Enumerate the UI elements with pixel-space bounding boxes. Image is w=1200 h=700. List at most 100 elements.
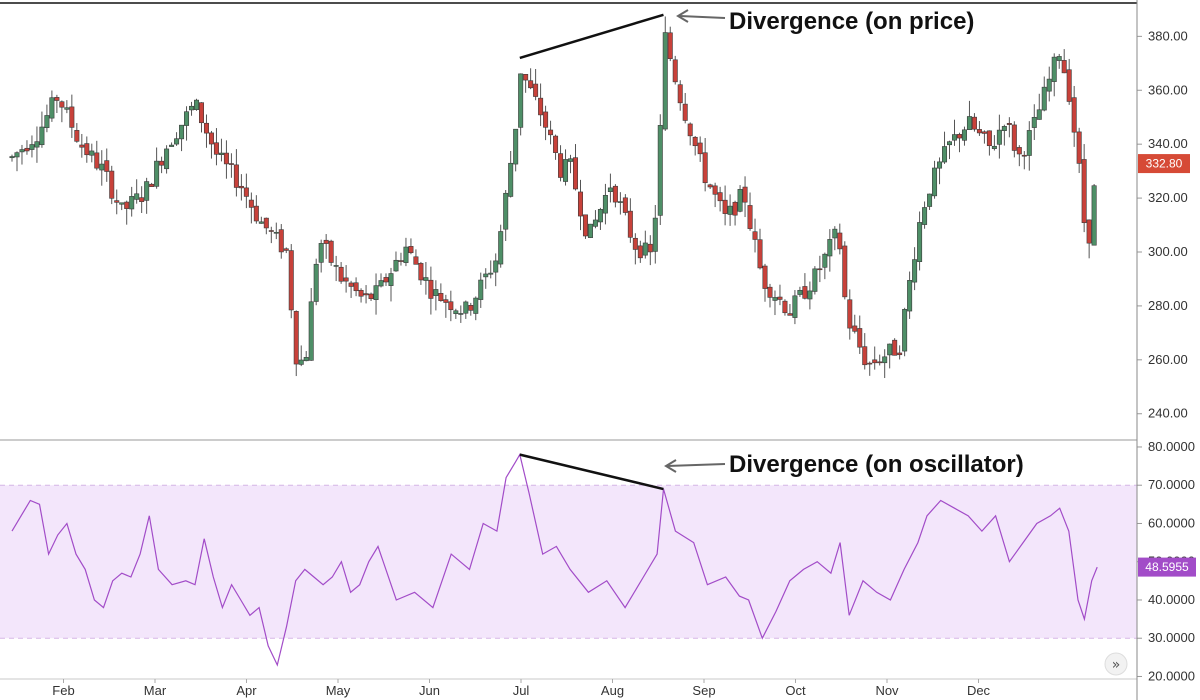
candle-body (872, 359, 878, 364)
candle-body (842, 245, 848, 298)
candle-body (508, 162, 514, 197)
candle-body (228, 163, 234, 165)
candle-body (956, 134, 962, 139)
candle-body (568, 158, 574, 162)
oscillator-tick-label: 70.0000 (1148, 477, 1195, 492)
candle-body (577, 191, 583, 217)
candle-body (727, 205, 733, 215)
candle-body (194, 99, 200, 110)
candle-body (817, 268, 823, 271)
candle-body (573, 157, 579, 190)
price-arrow-icon (679, 15, 726, 19)
candle-body (852, 325, 858, 332)
candle-body (907, 280, 913, 312)
candle-body (233, 164, 239, 188)
price-tick-label: 300.00 (1148, 244, 1188, 259)
candle-body (722, 199, 728, 214)
candle-body (323, 239, 329, 244)
candle-body (692, 136, 698, 147)
candle-body (822, 253, 828, 268)
candle-body (847, 299, 853, 329)
candle-body (523, 74, 529, 81)
candle-body (991, 145, 997, 149)
candle-body (1016, 147, 1022, 155)
month-label: Jun (419, 683, 440, 698)
candle-body (169, 144, 175, 147)
oscillator-arrow-icon (666, 463, 726, 467)
price-divergence-annotation: Divergence (on price) (729, 8, 974, 35)
candle-body (488, 272, 494, 275)
candle-body (732, 201, 738, 216)
candle-body (807, 290, 813, 300)
candle-body (493, 260, 499, 273)
month-label: Dec (967, 683, 991, 698)
candle-body (373, 285, 379, 301)
candle-body (318, 243, 324, 263)
candle-body (438, 293, 444, 302)
candle-body (1001, 126, 1007, 131)
candle-body (74, 130, 80, 142)
price-tick-label: 360.00 (1148, 82, 1188, 97)
candle-body (752, 231, 758, 240)
candle-body (518, 73, 524, 128)
candle-body (1091, 185, 1097, 246)
candle-body (857, 328, 863, 348)
candle-body (612, 185, 618, 203)
oscillator-divergence-annotation: Divergence (on oscillator) (729, 451, 1024, 478)
price-arrowhead-icon (676, 9, 689, 23)
candle-body (268, 230, 274, 232)
candle-body (89, 150, 95, 156)
candle-body (64, 107, 70, 110)
scroll-button-background[interactable] (1104, 652, 1128, 676)
candle-body (34, 141, 40, 148)
candle-body (513, 128, 519, 165)
candle-body (94, 152, 100, 169)
candle-body (1046, 78, 1052, 92)
month-label: Apr (236, 683, 257, 698)
candle-body (448, 301, 454, 311)
candle-body (179, 124, 185, 140)
candle-body (1036, 109, 1042, 120)
candle-body (672, 59, 678, 83)
price-tick-label: 260.00 (1148, 352, 1188, 367)
candle-body (981, 131, 987, 134)
candle-body (747, 205, 753, 229)
candle-body (937, 161, 943, 169)
candle-body (902, 309, 908, 352)
candle-body (328, 240, 334, 263)
candle-body (602, 195, 608, 214)
double-chevron-icon[interactable]: » (1112, 657, 1121, 673)
candle-body (443, 299, 449, 303)
candle-body (717, 192, 723, 202)
candle-body (563, 159, 569, 182)
candle-body (84, 143, 90, 156)
oscillator-tick-label: 60.0000 (1148, 515, 1195, 530)
candle-body (737, 189, 743, 212)
candle-body (951, 134, 957, 141)
candle-body (642, 242, 648, 256)
price-tick-label: 240.00 (1148, 406, 1188, 421)
scroll-to-latest-button[interactable]: » (1104, 652, 1128, 676)
candle-body (24, 147, 30, 152)
candle-body (463, 301, 469, 314)
candle-body (533, 83, 539, 97)
candle-body (213, 142, 219, 155)
candle-body (558, 153, 564, 178)
candle-body (832, 228, 838, 239)
price-badge-label: 332.80 (1146, 157, 1183, 171)
candle-body (44, 115, 50, 128)
candle-body (428, 279, 434, 299)
candle-body (423, 277, 429, 281)
month-label: Feb (52, 683, 74, 698)
candle-body (712, 185, 718, 195)
candle-body (388, 273, 394, 286)
candle-body (961, 129, 967, 141)
candle-body (503, 192, 509, 230)
candle-body (942, 146, 948, 163)
candle-body (149, 183, 155, 187)
candle-body (124, 201, 130, 209)
candle-body (971, 116, 977, 130)
candle-body (837, 232, 843, 250)
candle-body (248, 199, 254, 208)
candle-body (697, 142, 703, 155)
